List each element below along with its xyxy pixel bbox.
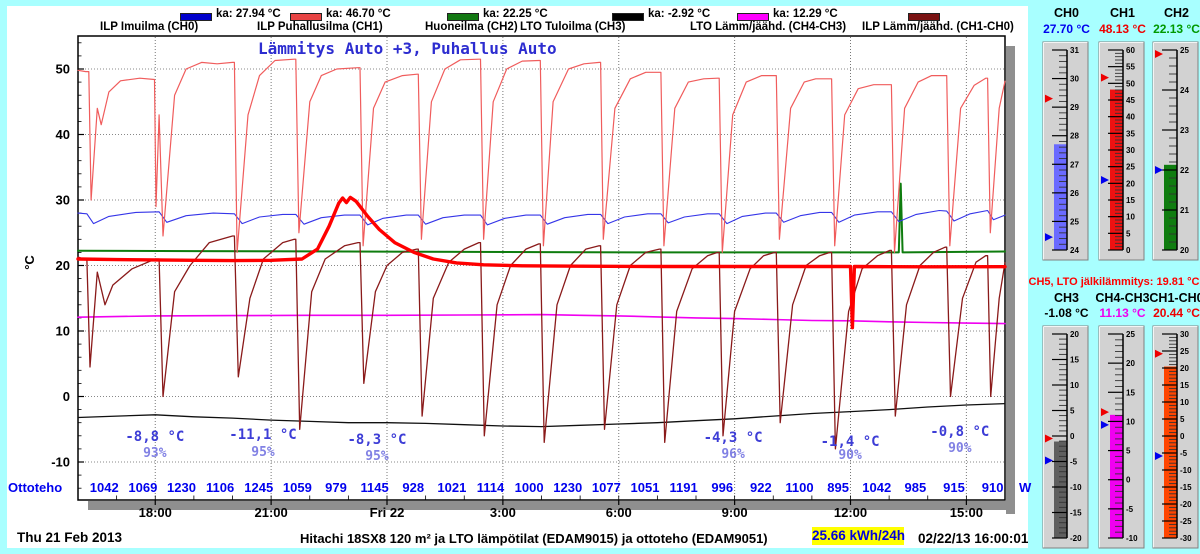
legend-average-CH1: ka: 46.70 °C [326,8,391,20]
gauge-header-CH3: CH3 [1053,291,1079,305]
legend-name-CH3: LTO Tuloilma (CH3) [520,21,626,33]
status-timestamp: 02/22/13 16:00:01 [918,531,1029,546]
energy-per-day-badge: 25.66 kWh/24h [812,527,906,545]
gauge-header-CH4-CH3: CH4-CH3 [1095,291,1150,305]
status-chart-title: Hitachi 18SX8 120 m² ja LTO lämpötilat (… [300,531,768,546]
status-date: Thu 21 Feb 2013 [17,530,123,545]
legend-swatch-CH3 [612,13,644,21]
gauge-header-CH1: CH1 [1109,6,1135,20]
legend-name-CH1-CH0: ILP Lämm/jäähd. (CH1-CH0) [862,21,1014,33]
watt-unit-label: W [1019,480,1032,495]
legend-average-CH4-CH3: ka: 12.29 °C [773,8,838,20]
gauge-header-CH2: CH2 [1163,6,1189,20]
legend-name-CH1: ILP Puhallusilma (CH1) [257,21,383,33]
legend-average-CH3: ka: -2.92 °C [648,8,711,20]
legend-average-CH0: ka: 27.94 °C [216,8,281,20]
legend-swatch-CH1-CH0 [908,13,940,21]
gauge-value-CH2: 22.13 °C [1153,22,1200,36]
gauge-header-CH0: CH0 [1053,6,1079,20]
legend-name-CH0: ILP Imuilma (CH0) [100,21,199,33]
gauge-value-CH1-CH0: 20.44 °C [1153,306,1200,320]
gauge-value-CH1: 48.13 °C [1099,22,1146,36]
gauge-header-CH1-CH0: CH1-CH0 [1149,291,1200,305]
legend-average-CH2: ka: 22.25 °C [483,8,548,20]
heating-mode-annotation: Lämmitys Auto +3, Puhallus Auto [258,39,557,58]
gauge-value-CH3: -1.08 °C [1044,306,1089,320]
legend-swatch-CH2 [447,13,479,21]
ch5-afterheat-readout: CH5, LTO jälkilämmitys: 19.81 °C [1028,276,1200,288]
legend-name-CH2: Huoneilma (CH2) [425,21,518,33]
y-axis-unit-label: °C [21,255,37,270]
legend-swatch-CH4-CH3 [737,13,769,21]
gauge-value-CH0: 27.70 °C [1043,22,1090,36]
ottoteho-row-label: Ottoteho [8,480,63,495]
gauge-value-CH4-CH3: 11.13 °C [1099,306,1146,320]
legend-name-CH4-CH3: LTO Lämm/jäähd. (CH4-CH3) [690,21,847,33]
legend-swatch-CH1 [290,13,322,21]
legend-swatch-CH0 [180,13,212,21]
main-panel [7,6,1028,548]
